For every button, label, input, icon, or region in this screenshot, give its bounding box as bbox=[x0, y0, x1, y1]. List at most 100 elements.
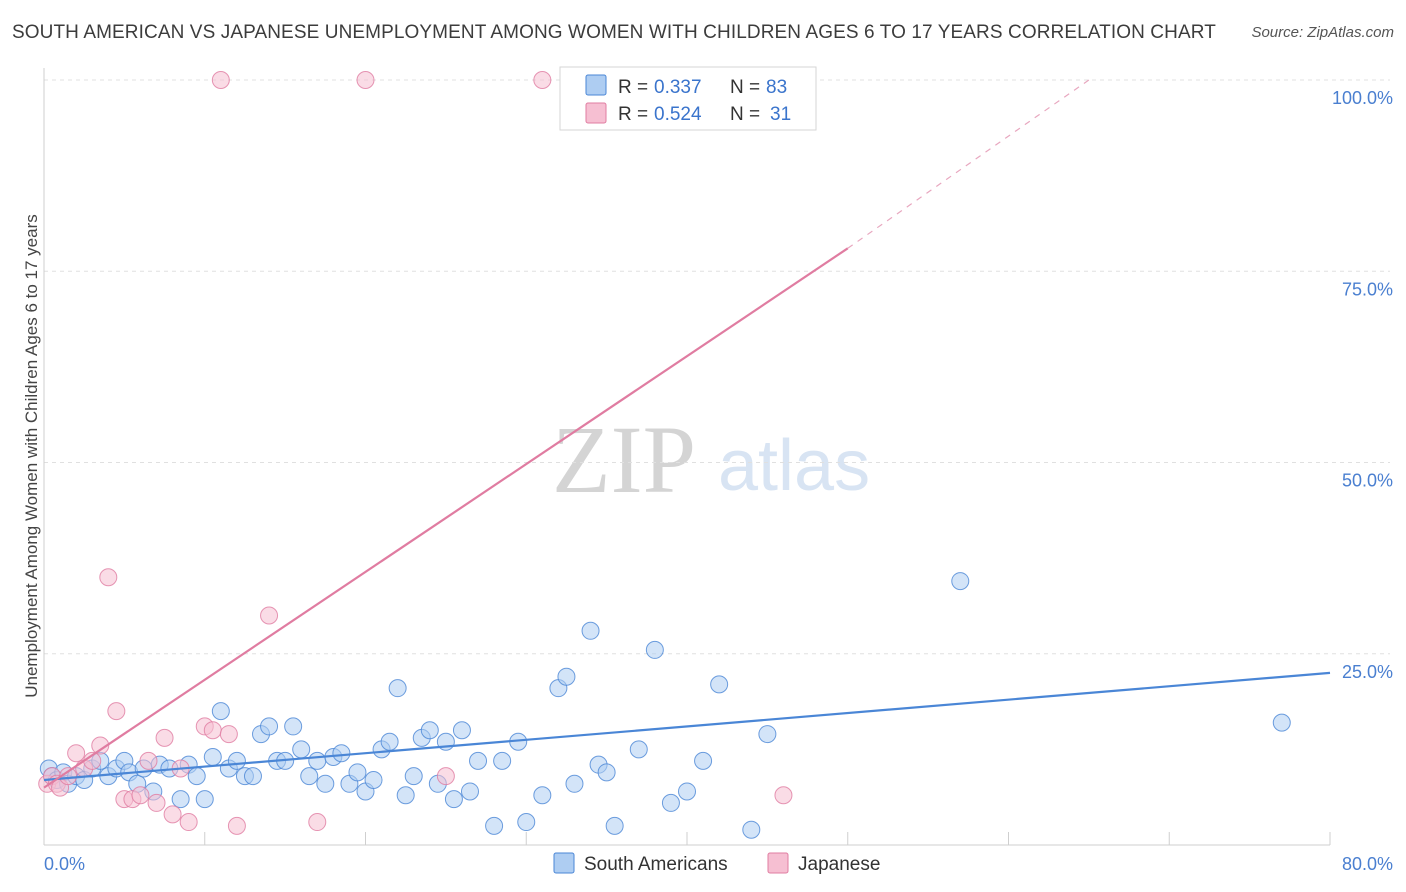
legend-swatch-south-americans bbox=[585, 74, 607, 96]
watermark-zip: ZIP bbox=[552, 406, 696, 513]
south-american-point-45 bbox=[388, 679, 407, 698]
japanese-point-30 bbox=[774, 786, 793, 805]
trend-line-south-americans bbox=[43, 671, 1331, 782]
bottom-legend-label-south-americans: South Americans bbox=[584, 854, 728, 875]
chart-title: SOUTH AMERICAN VS JAPANESE UNEMPLOYMENT … bbox=[12, 22, 1216, 43]
south-american-point-56 bbox=[485, 816, 504, 835]
south-american-point-32 bbox=[284, 717, 303, 736]
south-american-point-60 bbox=[533, 786, 552, 805]
south-american-point-52 bbox=[444, 790, 463, 809]
series-south-americans bbox=[39, 572, 1291, 839]
japanese-point-27 bbox=[356, 71, 375, 89]
japanese-point-5 bbox=[67, 744, 86, 763]
watermark: ZIP atlas bbox=[552, 406, 870, 513]
legend-n-label-1: N = bbox=[730, 77, 760, 98]
bottom-legend-swatch-japanese bbox=[767, 852, 789, 874]
south-american-point-23 bbox=[211, 702, 230, 721]
japanese-point-16 bbox=[155, 728, 174, 747]
south-american-point-27 bbox=[243, 767, 262, 786]
south-american-point-40 bbox=[348, 763, 367, 782]
legend-n-value-1: 83 bbox=[766, 77, 787, 98]
south-american-point-21 bbox=[195, 790, 214, 809]
japanese-point-28 bbox=[436, 767, 455, 786]
x-axis-ticks bbox=[204, 832, 1331, 845]
bottom-legend-swatch-south-americans bbox=[553, 852, 575, 874]
south-american-point-66 bbox=[597, 763, 616, 782]
south-american-point-71 bbox=[678, 782, 696, 801]
south-american-point-68 bbox=[629, 740, 648, 759]
south-american-point-59 bbox=[517, 813, 536, 832]
legend-r-value-2: 0.524 bbox=[654, 104, 702, 125]
south-american-point-62 bbox=[557, 667, 576, 686]
south-american-point-54 bbox=[460, 782, 479, 801]
south-american-point-72 bbox=[694, 751, 713, 770]
south-american-point-64 bbox=[581, 621, 600, 640]
y-axis-tick-labels: 25.0% 50.0% 75.0% 100.0% bbox=[1332, 88, 1393, 682]
y-axis-label: Unemployment Among Women with Children A… bbox=[22, 214, 41, 698]
japanese-point-15 bbox=[147, 793, 166, 812]
south-american-point-20 bbox=[187, 767, 206, 786]
south-american-point-25 bbox=[227, 751, 246, 770]
south-american-point-73 bbox=[710, 675, 729, 694]
japanese-point-25 bbox=[260, 606, 279, 625]
south-american-point-77 bbox=[1272, 713, 1291, 732]
south-american-point-69 bbox=[645, 640, 664, 659]
south-american-point-53 bbox=[452, 721, 471, 740]
japanese-point-17 bbox=[163, 805, 182, 824]
stats-legend: R = 0.337 N = 83 R = 0.524 N = 31 bbox=[559, 66, 817, 131]
south-american-point-29 bbox=[260, 717, 279, 736]
south-american-point-35 bbox=[308, 751, 327, 770]
x-tick-label-max: 80.0% bbox=[1342, 854, 1393, 874]
south-american-point-70 bbox=[661, 793, 680, 812]
japanese-point-13 bbox=[131, 786, 150, 805]
south-american-point-47 bbox=[404, 767, 423, 786]
south-american-point-36 bbox=[316, 774, 335, 793]
y-tick-label-25: 25.0% bbox=[1342, 662, 1393, 682]
japanese-point-21 bbox=[203, 721, 222, 740]
south-american-point-33 bbox=[292, 740, 311, 759]
south-american-point-18 bbox=[171, 790, 190, 809]
x-tick-label-min: 0.0% bbox=[44, 854, 85, 874]
japanese-point-14 bbox=[139, 751, 158, 770]
bottom-legend-label-japanese: Japanese bbox=[798, 854, 880, 875]
south-american-point-38 bbox=[332, 744, 351, 763]
south-american-point-42 bbox=[364, 770, 383, 789]
south-american-point-34 bbox=[300, 767, 319, 786]
japanese-point-29 bbox=[533, 71, 552, 89]
trend-line-japanese bbox=[43, 247, 849, 789]
south-american-point-75 bbox=[758, 725, 777, 744]
south-american-point-74 bbox=[742, 820, 761, 839]
south-american-point-76 bbox=[951, 572, 970, 591]
japanese-point-24 bbox=[227, 816, 246, 835]
legend-r-label-2: R = bbox=[618, 104, 648, 125]
south-american-point-44 bbox=[380, 732, 399, 751]
y-tick-label-100: 100.0% bbox=[1332, 88, 1393, 108]
legend-swatch-japanese bbox=[585, 102, 607, 124]
south-american-point-49 bbox=[420, 721, 439, 740]
source-label: Source: ZipAtlas.com bbox=[1251, 24, 1394, 41]
south-american-point-63 bbox=[565, 774, 584, 793]
south-american-point-46 bbox=[396, 786, 415, 805]
south-american-point-67 bbox=[605, 816, 624, 835]
series-legend: South Americans Japanese bbox=[553, 852, 880, 875]
japanese-point-23 bbox=[219, 725, 238, 744]
legend-n-label-2: N = bbox=[730, 104, 760, 125]
legend-r-label-1: R = bbox=[618, 77, 648, 98]
japanese-point-8 bbox=[91, 736, 110, 755]
south-american-point-22 bbox=[203, 748, 222, 767]
trend-line-japanese-extension bbox=[847, 79, 1090, 249]
japanese-point-19 bbox=[179, 813, 198, 832]
watermark-atlas: atlas bbox=[718, 426, 870, 506]
south-american-point-55 bbox=[469, 751, 488, 770]
japanese-point-10 bbox=[107, 702, 126, 721]
trend-lines bbox=[43, 79, 1331, 789]
japanese-point-22 bbox=[211, 71, 230, 89]
legend-r-value-1: 0.337 bbox=[654, 77, 702, 98]
south-american-point-57 bbox=[493, 751, 512, 770]
gridlines bbox=[44, 79, 1390, 655]
y-tick-label-50: 50.0% bbox=[1342, 471, 1393, 491]
y-tick-label-75: 75.0% bbox=[1342, 279, 1393, 299]
japanese-point-26 bbox=[308, 813, 327, 832]
japanese-point-9 bbox=[99, 568, 118, 587]
